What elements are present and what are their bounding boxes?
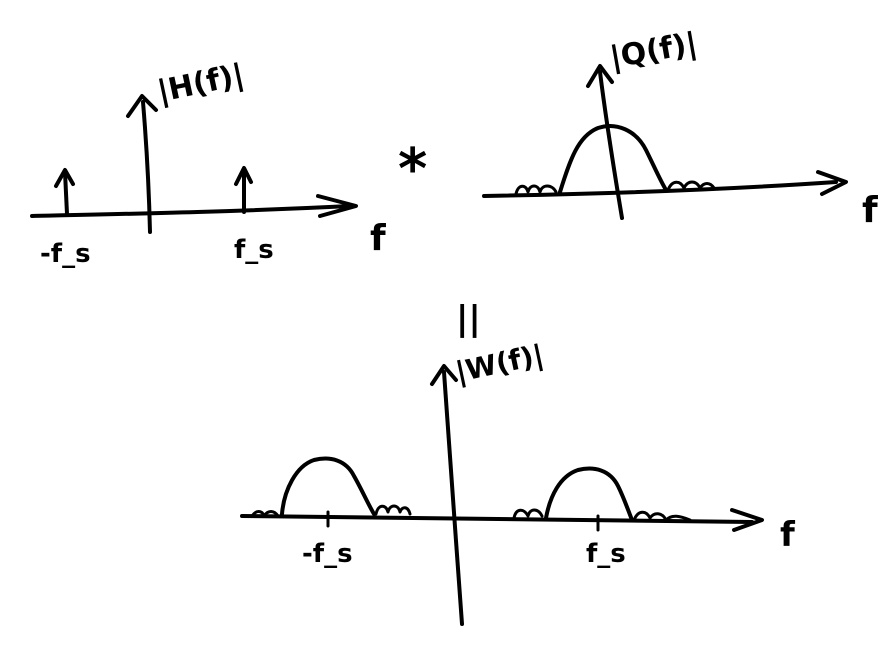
q-spectrum-lobe bbox=[558, 124, 668, 194]
h-y-axis-arrowhead bbox=[126, 94, 158, 118]
h-xlabel: f bbox=[370, 218, 386, 259]
q-xlabel: f bbox=[862, 190, 878, 231]
q-y-axis-arrowhead bbox=[586, 64, 614, 88]
w-tick-right-label: f_s bbox=[586, 539, 626, 569]
q-x-axis-arrowhead bbox=[816, 170, 848, 196]
h-tick-right-label: f_s bbox=[234, 235, 274, 265]
w-sidelobes-left-inner bbox=[374, 504, 412, 516]
w-x-axis-arrowhead bbox=[730, 508, 764, 532]
q-x-axis bbox=[482, 180, 838, 198]
w-sidelobes-right-outer bbox=[632, 510, 692, 522]
convolution-operator: * bbox=[398, 137, 427, 202]
w-sidelobes-right-inner bbox=[512, 508, 544, 520]
h-impulse-right-arrowhead bbox=[234, 166, 253, 186]
h-ylabel: |H(f)| bbox=[154, 57, 247, 109]
w-ylabel: |W(f)| bbox=[453, 338, 547, 389]
w-spectrum-lobe-right bbox=[544, 466, 634, 522]
h-impulse-left bbox=[63, 170, 69, 216]
q-y-axis bbox=[598, 70, 624, 220]
h-x-axis-arrowhead bbox=[316, 194, 358, 218]
h-y-axis bbox=[141, 100, 152, 234]
q-ylabel: |Q(f)| bbox=[607, 26, 700, 76]
panel-q: |Q(f)| f bbox=[482, 26, 878, 231]
w-sidelobes-left-outer bbox=[250, 510, 280, 518]
h-impulse-left-arrowhead bbox=[54, 168, 75, 188]
w-x-axis bbox=[240, 514, 754, 524]
panel-w: |W(f)| f -f_s f_s bbox=[240, 338, 796, 626]
w-xlabel: f bbox=[780, 515, 796, 555]
w-y-axis-arrowhead bbox=[430, 364, 458, 386]
equals-sign: || bbox=[456, 299, 481, 339]
q-sidelobes-right bbox=[666, 180, 716, 192]
q-sidelobes-left bbox=[514, 184, 558, 196]
h-x-axis bbox=[30, 204, 352, 218]
h-tick-left-label: -f_s bbox=[40, 239, 91, 269]
w-y-axis bbox=[442, 370, 464, 626]
panel-h: |H(f)| f -f_s f_s bbox=[30, 57, 386, 269]
w-tick-left-label: -f_s bbox=[302, 539, 353, 569]
w-spectrum-lobe-left bbox=[280, 456, 376, 516]
